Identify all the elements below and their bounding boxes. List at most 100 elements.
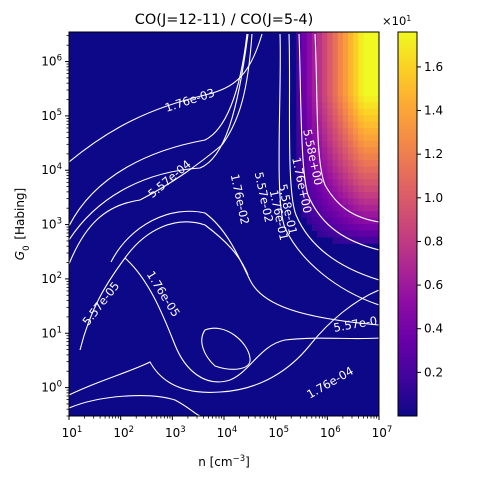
heatmap-cell bbox=[317, 140, 323, 148]
y-tick-label-2-exponent: 2 bbox=[57, 271, 62, 281]
heatmap-cell bbox=[306, 179, 313, 187]
heatmap-cell bbox=[348, 198, 354, 206]
heatmap-cell bbox=[311, 38, 318, 46]
heatmap-cell bbox=[317, 38, 323, 46]
heatmap-cell bbox=[342, 89, 349, 97]
heatmap-cell bbox=[363, 64, 370, 71]
heatmap-cell bbox=[296, 153, 303, 161]
heatmap-cell bbox=[306, 211, 313, 219]
heatmap-cell bbox=[306, 198, 313, 206]
heatmap-cell bbox=[327, 217, 334, 225]
heatmap-cell bbox=[363, 38, 370, 46]
heatmap-cell bbox=[368, 192, 375, 199]
heatmap-cell bbox=[363, 96, 370, 103]
heatmap-cell bbox=[348, 64, 354, 71]
heatmap-cell bbox=[317, 224, 323, 231]
heatmap-cell bbox=[363, 134, 370, 142]
heatmap-cell bbox=[373, 128, 379, 135]
heatmap-cell bbox=[342, 179, 349, 187]
heatmap-cell bbox=[301, 89, 308, 97]
contour-line-1-76e-02 bbox=[69, 33, 248, 227]
heatmap-cell bbox=[358, 70, 365, 78]
heatmap-cell bbox=[296, 102, 303, 110]
colorbar-multiplier-exponent: 1 bbox=[406, 14, 411, 23]
heatmap-cell bbox=[363, 44, 370, 52]
colorbar-tick-label-1: 0.4 bbox=[424, 322, 443, 336]
heatmap-cell bbox=[327, 57, 334, 65]
y-axis-label-unit: [Habing] bbox=[13, 188, 27, 244]
heatmap-cell bbox=[306, 134, 313, 142]
heatmap-cell bbox=[311, 179, 318, 187]
heatmap-cell bbox=[348, 108, 354, 116]
heatmap-cell bbox=[358, 224, 365, 231]
heatmap-cell bbox=[322, 83, 328, 91]
heatmap-cell bbox=[342, 115, 349, 123]
heatmap-cell bbox=[363, 153, 370, 161]
heatmap-cell bbox=[358, 44, 365, 52]
heatmap-cell bbox=[363, 51, 370, 59]
heatmap-cell bbox=[368, 217, 375, 225]
heatmap-cell bbox=[337, 179, 344, 187]
heatmap-cell bbox=[306, 217, 313, 225]
heatmap-cell bbox=[348, 70, 354, 78]
heatmap-cell bbox=[311, 64, 318, 71]
heatmap-cell bbox=[368, 89, 375, 97]
x-axis: 101 102 103 104 105 106 107 bbox=[62, 416, 392, 440]
heatmap-cell bbox=[358, 185, 365, 193]
heatmap-cell bbox=[353, 134, 359, 142]
contour-line-1-76e-04 bbox=[69, 289, 379, 396]
x-axis-label-exponent: −3 bbox=[233, 454, 246, 464]
heatmap-cell bbox=[358, 198, 365, 206]
heatmap-cell bbox=[301, 76, 308, 84]
heatmap-cell bbox=[368, 236, 375, 244]
heatmap-cell bbox=[306, 140, 313, 148]
heatmap-cell bbox=[363, 217, 370, 225]
heatmap-cell bbox=[373, 211, 379, 219]
x-axis-label-suffix: ] bbox=[245, 455, 250, 469]
heatmap-cell bbox=[353, 38, 359, 46]
heatmap-cell bbox=[337, 147, 344, 155]
heatmap-cell bbox=[353, 185, 359, 193]
heatmap-cell bbox=[327, 134, 334, 142]
heatmap-cell bbox=[296, 134, 303, 142]
heatmap-cell bbox=[363, 211, 370, 219]
x-tick-label-1: 102 bbox=[113, 425, 134, 440]
heatmap-cell bbox=[368, 172, 375, 180]
x-axis-label: n [cm−3] bbox=[198, 454, 250, 469]
heatmap-cell bbox=[348, 204, 354, 212]
heatmap-cell bbox=[332, 83, 339, 91]
heatmap-cell bbox=[358, 38, 365, 46]
heatmap-cell bbox=[337, 83, 344, 91]
heatmap-cell bbox=[353, 89, 359, 97]
heatmap-cell bbox=[353, 230, 359, 238]
heatmap-cell bbox=[353, 179, 359, 187]
heatmap-cell bbox=[296, 166, 303, 174]
heatmap-cell bbox=[358, 32, 365, 39]
heatmap-cell bbox=[348, 224, 354, 231]
heatmap-cell bbox=[363, 70, 370, 78]
heatmap-cell bbox=[363, 89, 370, 97]
heatmap-cell bbox=[322, 57, 328, 65]
y-tick-label-0-exponent: 0 bbox=[57, 380, 62, 390]
heatmap-cell bbox=[311, 160, 318, 167]
heatmap-cell bbox=[373, 134, 379, 142]
heatmap-cell bbox=[348, 134, 354, 142]
heatmap-cell bbox=[306, 70, 313, 78]
heatmap-cell bbox=[337, 140, 344, 148]
heatmap-cell bbox=[296, 172, 303, 180]
heatmap-cell bbox=[322, 32, 328, 39]
heatmap-cell bbox=[301, 140, 308, 148]
heatmap-cell bbox=[348, 128, 354, 135]
heatmap-cell bbox=[311, 70, 318, 78]
heatmap-cell bbox=[337, 89, 344, 97]
heatmap-cell bbox=[311, 44, 318, 52]
heatmap-cell bbox=[322, 179, 328, 187]
heatmap-cell bbox=[317, 64, 323, 71]
heatmap-cell bbox=[337, 166, 344, 174]
heatmap-cell bbox=[311, 83, 318, 91]
heatmap-cell bbox=[301, 102, 308, 110]
heatmap-cell bbox=[337, 172, 344, 180]
heatmap-cell bbox=[311, 102, 318, 110]
heatmap-cell bbox=[332, 153, 339, 161]
